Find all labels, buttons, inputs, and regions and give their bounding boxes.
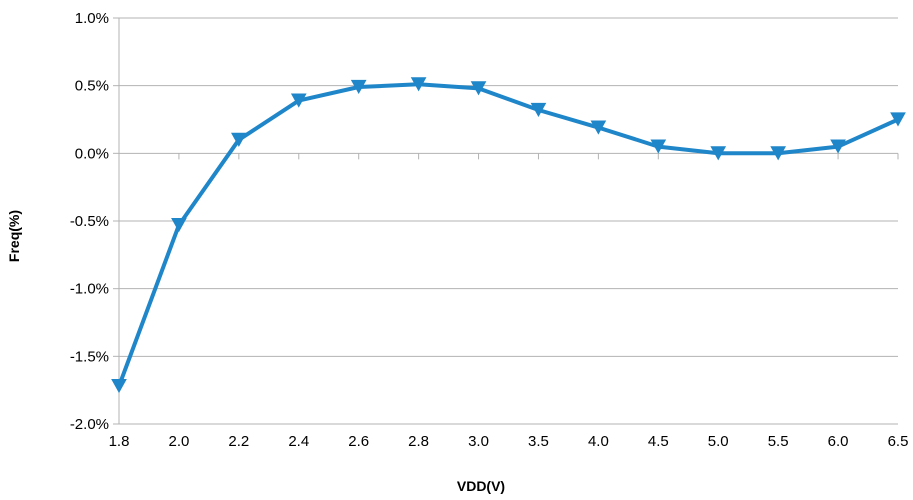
x-tick-label: 6.5 <box>888 433 909 450</box>
x-axis-title: VDD(V) <box>457 478 505 494</box>
x-tick-label: 5.5 <box>768 433 789 450</box>
x-tick-label: 2.2 <box>228 433 249 450</box>
x-tick-label: 4.5 <box>648 433 669 450</box>
data-point-marker <box>171 217 187 233</box>
data-point-marker <box>770 146 787 161</box>
data-point-marker <box>650 139 667 154</box>
data-point-marker <box>710 146 727 161</box>
series <box>111 77 906 394</box>
data-point-marker <box>350 79 367 95</box>
data-point-marker <box>830 139 846 154</box>
x-tick-label: 5.0 <box>708 433 729 450</box>
data-point-marker <box>530 102 547 118</box>
axes <box>113 17 899 425</box>
y-tick-label: 0.0% <box>75 145 109 162</box>
data-point-marker <box>290 93 307 108</box>
x-tick-label: 2.0 <box>168 433 189 450</box>
y-tick-label: -0.5% <box>70 213 109 230</box>
data-point-marker <box>410 77 427 92</box>
x-tick-label: 3.0 <box>468 433 489 450</box>
y-tick-label: -2.0% <box>70 416 109 433</box>
x-tick-label: 2.4 <box>288 433 309 450</box>
y-tick-labels: -2.0% -1.5% -1.0% -0.5% 0.0% 0.5% 1.0% <box>70 10 109 433</box>
data-point-marker <box>111 379 127 394</box>
x-tick-label: 4.0 <box>588 433 609 450</box>
x-tick-label: 6.0 <box>828 433 849 450</box>
data-point-marker <box>890 112 906 127</box>
y-axis-title: Freq(%) <box>6 210 22 262</box>
series-line <box>117 82 900 389</box>
y-tick-label: 1.0% <box>75 10 109 27</box>
data-point-marker <box>590 120 607 135</box>
y-tick-label: -1.5% <box>70 348 109 365</box>
x-tick-labels: 1.8 2.0 2.2 2.4 2.6 2.8 3.0 3.5 4.0 4.5 5.0 5.5 6.0 6… <box>109 433 909 450</box>
x-tick-label: 2.6 <box>348 433 369 450</box>
data-point-marker <box>230 132 247 147</box>
x-tick-label: 2.8 <box>408 433 429 450</box>
x-tick-label: 1.8 <box>109 433 130 450</box>
data-point-marker <box>470 81 487 96</box>
x-tick-label: 3.5 <box>528 433 549 450</box>
grid <box>119 17 898 425</box>
y-tick-label: 0.5% <box>75 78 109 95</box>
y-tick-label: -1.0% <box>70 281 109 298</box>
